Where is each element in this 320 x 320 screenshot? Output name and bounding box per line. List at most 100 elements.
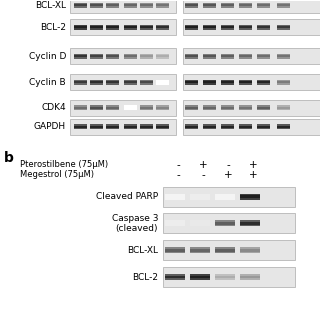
Bar <box>74 4 86 6</box>
Bar <box>238 107 252 109</box>
Bar <box>257 81 269 83</box>
Text: BCL-XL: BCL-XL <box>127 246 158 255</box>
Bar <box>74 106 86 110</box>
Bar <box>238 26 252 28</box>
Bar <box>165 194 185 200</box>
Bar <box>257 107 269 109</box>
Bar <box>140 126 153 128</box>
Bar <box>220 4 234 6</box>
Bar <box>190 194 210 200</box>
Bar <box>156 55 169 57</box>
Bar <box>215 194 235 200</box>
Bar <box>106 81 118 83</box>
Bar <box>106 80 118 84</box>
Bar <box>70 74 176 90</box>
Bar <box>240 194 260 200</box>
Text: -: - <box>176 160 180 170</box>
Bar <box>90 107 102 109</box>
Text: +: + <box>224 170 232 180</box>
Bar <box>163 213 295 233</box>
Bar <box>215 274 235 280</box>
Bar <box>220 55 234 57</box>
Bar <box>276 126 290 128</box>
Bar <box>203 81 215 83</box>
Bar <box>220 81 234 83</box>
Bar <box>183 0 320 13</box>
Bar <box>156 54 169 59</box>
Bar <box>140 81 153 83</box>
Bar <box>276 124 290 129</box>
Bar <box>257 106 269 110</box>
Bar <box>257 126 269 128</box>
Bar <box>156 3 169 8</box>
Bar <box>90 3 102 8</box>
Bar <box>140 4 153 6</box>
Bar <box>215 249 235 252</box>
Bar <box>190 249 210 252</box>
Text: CDK4: CDK4 <box>41 103 66 112</box>
Bar <box>106 107 118 109</box>
Bar <box>238 124 252 129</box>
Bar <box>238 81 252 83</box>
Bar <box>165 247 185 253</box>
Text: BCL-2: BCL-2 <box>132 273 158 282</box>
Bar <box>238 106 252 110</box>
Bar <box>106 4 118 6</box>
Bar <box>163 187 295 206</box>
Bar <box>90 4 102 6</box>
Bar <box>140 106 153 110</box>
Text: -: - <box>226 160 230 170</box>
Text: b: b <box>4 151 14 165</box>
Bar <box>257 54 269 59</box>
Text: Cleaved PARP: Cleaved PARP <box>96 192 158 201</box>
Bar <box>106 54 118 59</box>
Bar <box>276 107 290 109</box>
Bar <box>190 276 210 278</box>
Text: +: + <box>249 160 257 170</box>
Bar <box>220 80 234 84</box>
Bar <box>165 274 185 280</box>
Bar <box>276 55 290 57</box>
Bar <box>70 19 176 35</box>
Bar <box>163 240 295 260</box>
Bar <box>156 107 169 109</box>
Bar <box>140 55 153 57</box>
Text: Megestrol (75μM): Megestrol (75μM) <box>20 170 94 179</box>
Bar <box>70 0 176 13</box>
Bar <box>106 25 118 30</box>
Bar <box>140 80 153 84</box>
Bar <box>203 80 215 84</box>
Bar <box>124 4 137 6</box>
Bar <box>70 119 176 135</box>
Bar <box>124 106 137 110</box>
Bar <box>74 107 86 109</box>
Bar <box>183 48 320 64</box>
Bar <box>220 107 234 109</box>
Bar <box>140 107 153 109</box>
Bar <box>124 25 137 30</box>
Bar <box>106 126 118 128</box>
Bar <box>140 25 153 30</box>
Bar <box>74 54 86 59</box>
Bar <box>185 25 197 30</box>
Bar <box>220 124 234 129</box>
Bar <box>190 247 210 253</box>
Bar <box>106 3 118 8</box>
Bar <box>240 220 260 227</box>
Bar <box>257 55 269 57</box>
Bar <box>238 126 252 128</box>
Bar <box>203 106 215 110</box>
Bar <box>240 249 260 252</box>
Bar <box>90 106 102 110</box>
Bar <box>156 26 169 28</box>
Text: BCL-XL: BCL-XL <box>35 1 66 10</box>
Bar <box>165 249 185 252</box>
Bar <box>90 26 102 28</box>
Bar <box>215 247 235 253</box>
Bar <box>240 274 260 280</box>
Bar <box>203 3 215 8</box>
Bar <box>165 276 185 278</box>
Bar <box>185 81 197 83</box>
Bar <box>276 106 290 110</box>
Bar <box>124 55 137 57</box>
